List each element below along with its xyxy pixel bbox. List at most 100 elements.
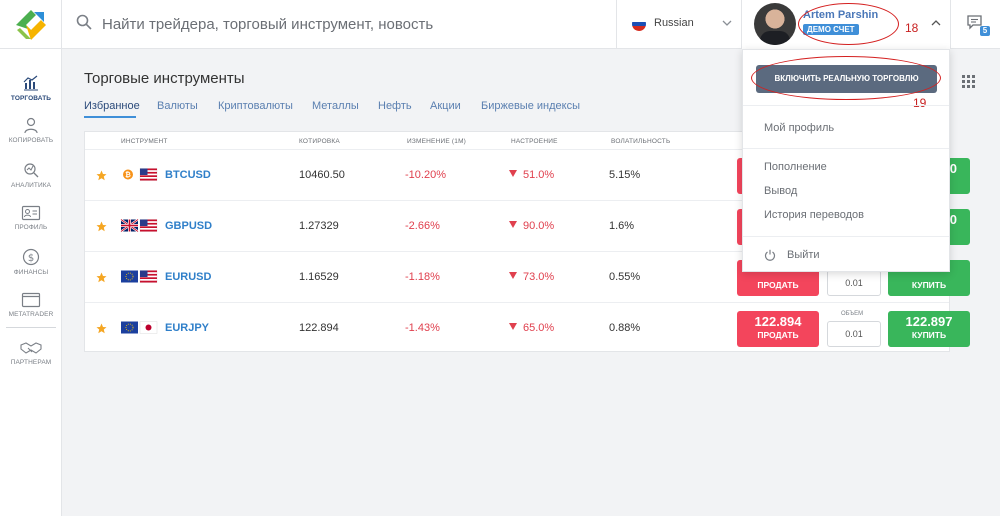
handshake-icon	[20, 342, 42, 354]
menu-divider	[743, 105, 949, 106]
sell-price: 122.894	[754, 314, 802, 329]
buy-price: 0	[949, 212, 957, 227]
column-header-quote: КОТИРОВКА	[299, 138, 340, 145]
menu-divider	[743, 148, 949, 149]
eur-usd-flags-icon	[121, 270, 158, 283]
active-tab-indicator	[84, 116, 136, 118]
user-dropdown-menu: ВКЛЮЧИТЬ РЕАЛЬНУЮ ТОРГОВЛЮ 19 Мой профил…	[742, 49, 950, 272]
mood-percent: 51.0%	[523, 169, 555, 181]
quote-value: 122.894	[299, 322, 339, 334]
menu-item-withdraw[interactable]: Вывод	[764, 185, 798, 197]
chevron-down-icon	[722, 20, 732, 26]
dollar-coin-icon: $	[22, 248, 40, 266]
menu-item-my-profile[interactable]: Мой профиль	[764, 122, 835, 134]
sidebar-item-finance[interactable]: $ ФИНАНСЫ	[0, 248, 62, 288]
change-value: -10.20%	[405, 169, 446, 181]
tab-currencies[interactable]: Валюты	[157, 100, 198, 112]
column-header-volatility: ВОЛАТИЛЬНОСТЬ	[611, 138, 671, 145]
tab-metals[interactable]: Металлы	[312, 100, 359, 112]
buy-button[interactable]: 122.897 КУПИТЬ	[888, 311, 970, 347]
quote-value: 1.16529	[299, 271, 339, 283]
eur-jpy-flags-icon	[121, 321, 158, 334]
menu-item-deposit[interactable]: Пополнение	[764, 161, 827, 173]
star-icon[interactable]	[96, 170, 107, 181]
mood-value: 65.0%	[509, 322, 554, 334]
sidebar-item-label: ТОРГОВАТЬ	[10, 95, 52, 102]
mood-percent: 73.0%	[523, 271, 555, 283]
column-header-mood: НАСТРОЕНИЕ	[511, 138, 558, 145]
top-bar: Russian Artem Parshin ДЕМО СЧЕТ 18 5	[0, 0, 1000, 49]
sidebar-item-profile[interactable]: ПРОФИЛЬ	[0, 205, 62, 245]
sidebar-item-label: ПАРТНЕРАМ	[10, 359, 52, 366]
sidebar-item-label: ФИНАНСЫ	[13, 269, 49, 276]
tab-stocks[interactable]: Акции	[430, 100, 461, 112]
buy-price: 0	[949, 161, 957, 176]
power-icon[interactable]	[764, 249, 776, 261]
language-label: Russian	[654, 17, 694, 29]
sidebar-item-analytics[interactable]: АНАЛИТИКА	[0, 161, 62, 201]
analytics-icon	[24, 163, 39, 178]
volume-input[interactable]: 0.01	[827, 321, 881, 347]
star-icon[interactable]	[96, 272, 107, 283]
menu-item-transfer-history[interactable]: История переводов	[764, 209, 864, 221]
language-selector[interactable]: Russian	[617, 0, 742, 49]
tab-indices[interactable]: Биржевые индексы	[481, 100, 580, 112]
logo[interactable]	[0, 0, 62, 49]
mood-value: 51.0%	[509, 169, 554, 181]
gbp-usd-flags-icon	[120, 219, 158, 232]
quote-value: 10460.50	[299, 169, 345, 181]
user-menu[interactable]: Artem Parshin ДЕМО СЧЕТ 18	[742, 0, 950, 49]
star-icon[interactable]	[96, 323, 107, 334]
sidebar-item-label: АНАЛИТИКА	[10, 182, 52, 189]
russia-flag-icon	[632, 17, 646, 31]
sidebar-divider	[6, 327, 56, 328]
star-icon[interactable]	[96, 221, 107, 232]
search-icon	[76, 14, 92, 30]
column-header-change: ИЗМЕНЕНИЕ (1М)	[407, 138, 467, 145]
volume-label: ОБЪЕМ	[841, 311, 864, 317]
mood-percent: 65.0%	[523, 322, 555, 334]
sidebar-item-partners[interactable]: ПАРТНЕРАМ	[0, 340, 62, 380]
tab-oil[interactable]: Нефть	[378, 100, 412, 112]
volatility-value: 5.15%	[609, 169, 641, 181]
instrument-symbol[interactable]: EURJPY	[165, 322, 210, 334]
buy-label: КУПИТЬ	[911, 330, 947, 340]
sidebar-item-label: METATRADER	[8, 311, 54, 318]
table-row[interactable]: EURJPY 122.894 -1.43% 65.0% 0.88% 122.89…	[85, 302, 970, 353]
change-value: -1.18%	[405, 271, 440, 283]
arrow-down-icon	[509, 221, 517, 228]
volatility-value: 0.88%	[609, 322, 641, 334]
arrow-down-icon	[509, 323, 517, 330]
chevron-up-icon[interactable]	[930, 18, 942, 28]
sidebar-item-metatrader[interactable]: METATRADER	[0, 292, 62, 332]
search-bar	[62, 0, 617, 49]
search-input[interactable]	[102, 12, 602, 36]
tab-crypto[interactable]: Криптовалюты	[218, 100, 293, 112]
mood-value: 90.0%	[509, 220, 554, 232]
instrument-symbol[interactable]: BTCUSD	[165, 169, 211, 181]
profile-card-icon	[21, 205, 41, 221]
instrument-symbol[interactable]: GBPUSD	[165, 220, 213, 232]
tab-favorites[interactable]: Избранное	[84, 100, 140, 112]
volatility-value: 0.55%	[609, 271, 641, 283]
sidebar-item-label: КОПИРОВАТЬ	[8, 137, 54, 144]
sidebar-item-copy[interactable]: КОПИРОВАТЬ	[0, 116, 62, 156]
instrument-symbol[interactable]: EURUSD	[165, 271, 212, 283]
volume-input[interactable]: 0.01	[827, 270, 881, 296]
svg-text:₿: ₿	[125, 171, 131, 179]
sidebar-item-label: ПРОФИЛЬ	[14, 224, 48, 231]
sell-button[interactable]: 122.894 ПРОДАТЬ	[737, 311, 819, 347]
chat-icon	[967, 15, 982, 30]
change-value: -2.66%	[405, 220, 440, 232]
arrow-down-icon	[509, 272, 517, 279]
window-icon	[21, 292, 41, 308]
menu-divider	[743, 236, 949, 237]
menu-item-logout[interactable]: Выйти	[787, 249, 820, 261]
sidebar-item-trade[interactable]: ТОРГОВАТЬ	[0, 74, 62, 114]
notifications-button[interactable]: 5	[950, 0, 1000, 49]
grid-icon[interactable]	[962, 75, 976, 89]
quote-value: 1.27329	[299, 220, 339, 232]
copy-user-icon	[24, 117, 38, 134]
avatar	[754, 3, 796, 45]
logo-icon	[16, 10, 46, 40]
